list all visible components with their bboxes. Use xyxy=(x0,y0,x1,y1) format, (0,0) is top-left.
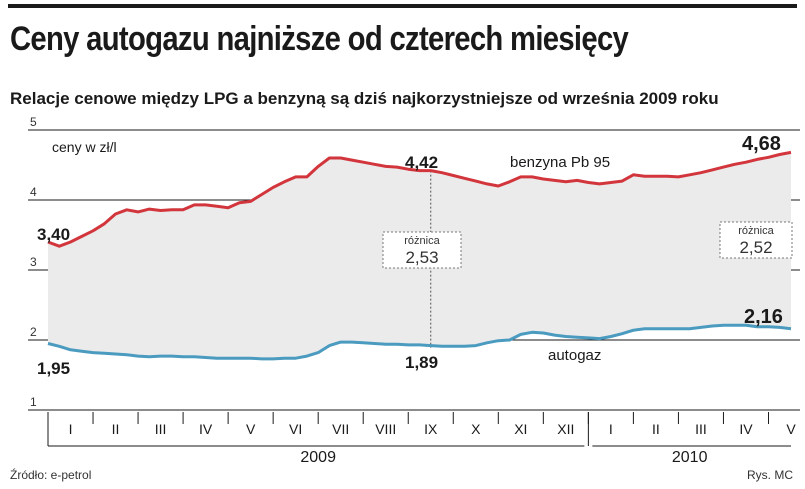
month-label-15: IV xyxy=(739,421,753,437)
month-label-10: XI xyxy=(514,421,527,437)
difference-label-0: różnica xyxy=(404,235,440,247)
chart-subtitle: Relacje cenowe między LPG a benzyną są d… xyxy=(10,89,719,108)
month-label-1: II xyxy=(112,421,120,437)
y-tick-label-3: 3 xyxy=(30,255,37,269)
y-axis-label: ceny w zł/l xyxy=(52,139,117,155)
month-label-11: XII xyxy=(557,421,574,437)
autogaz-series-label: autogaz xyxy=(548,347,601,364)
y-tick-label-2: 2 xyxy=(30,325,37,339)
autogaz-line xyxy=(47,323,792,361)
month-label-7: VIII xyxy=(375,421,396,437)
y-tick-label-4: 4 xyxy=(30,185,37,199)
month-label-0: I xyxy=(69,421,73,437)
autogaz-sep-value: 1,89 xyxy=(405,353,438,372)
month-label-13: II xyxy=(652,421,660,437)
benzyna-series-label: benzyna Pb 95 xyxy=(510,154,610,171)
difference-value-1: 2,52 xyxy=(739,238,772,257)
month-label-5: VI xyxy=(289,421,302,437)
month-label-12: I xyxy=(609,421,613,437)
autogaz-end-value: 2,16 xyxy=(744,306,783,328)
month-label-3: IV xyxy=(199,421,213,437)
difference-box-1 xyxy=(719,221,793,259)
credit-note: Rys. MC xyxy=(747,468,793,482)
source-note: Źródło: e-petrol xyxy=(10,468,92,482)
chart-labels: ceny w zł/l benzyna Pb 95 autogaz 3,40 4… xyxy=(37,133,783,378)
benzyna-start-value: 3,40 xyxy=(37,225,70,244)
top-rule xyxy=(8,4,797,8)
month-label-6: VII xyxy=(332,421,349,437)
month-label-14: III xyxy=(695,421,707,437)
difference-label-1: różnica xyxy=(738,225,774,237)
year-label-2009: 2009 xyxy=(300,449,336,466)
month-label-2: III xyxy=(155,421,167,437)
benzyna-line xyxy=(47,150,792,248)
month-label-4: V xyxy=(246,421,256,437)
chart-title: Ceny autogazu najniższe od czterech mies… xyxy=(10,20,629,58)
y-tick-label-5: 5 xyxy=(30,115,37,129)
month-label-8: IX xyxy=(424,421,438,437)
difference-value-0: 2,53 xyxy=(405,248,438,267)
difference-box-0 xyxy=(382,231,462,269)
benzyna-end-value: 4,68 xyxy=(742,133,781,155)
year-label-2010: 2010 xyxy=(672,449,708,466)
month-label-16: V xyxy=(786,421,796,437)
benzyna-sep-value: 4,42 xyxy=(405,153,438,172)
y-tick-label-1: 1 xyxy=(30,395,37,409)
month-label-9: X xyxy=(471,421,481,437)
autogaz-start-value: 1,95 xyxy=(37,359,70,378)
